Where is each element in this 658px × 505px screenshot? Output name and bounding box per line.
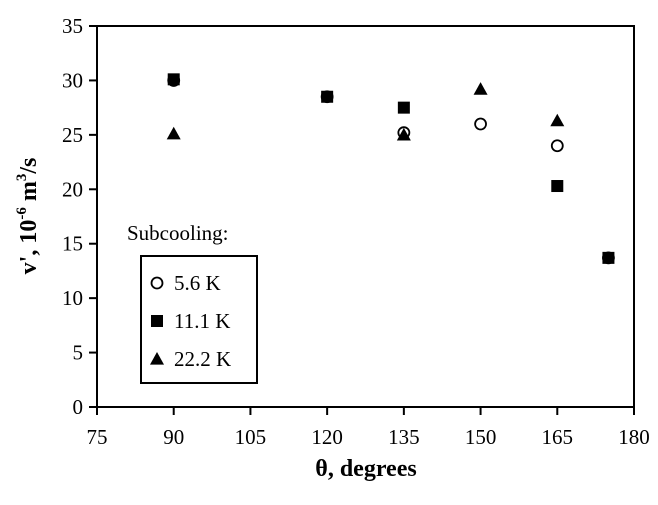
data-point [551, 180, 564, 193]
y-axis-title-exponent-2: 3 [14, 174, 30, 182]
series-2 [167, 73, 615, 264]
legend-title: Subcooling: [127, 221, 229, 245]
y-tick-label: 0 [73, 395, 84, 419]
x-tick-label: 165 [542, 425, 574, 449]
x-tick-label: 75 [87, 425, 108, 449]
x-tick-label: 180 [618, 425, 650, 449]
y-tick-label: 20 [62, 177, 83, 201]
data-point [550, 113, 565, 127]
y-tick-label: 10 [62, 286, 83, 310]
y-axis-title-tail: /s [16, 158, 42, 175]
data-marks [166, 73, 615, 265]
y-tick-label: 35 [62, 14, 83, 38]
y-tick-group: 0 5 10 15 20 25 30 35 [62, 14, 97, 419]
plot-frame [96, 25, 635, 408]
y-axis-title: v', 10-6 m3/s [14, 158, 42, 275]
y-tick-label: 30 [62, 68, 83, 92]
x-axis-title: θ, degrees [315, 456, 416, 482]
data-point [396, 127, 411, 141]
legend: 5.6 K 11.1 K 22.2 K [140, 255, 258, 384]
y-tick-label: 15 [62, 232, 83, 256]
series-3 [166, 82, 565, 141]
series-1 [167, 74, 615, 265]
legend-marker [151, 315, 163, 327]
y-tick-label: 25 [62, 123, 83, 147]
y-axis-title-unit: m [16, 181, 42, 207]
legend-marker [150, 352, 164, 365]
y-tick-label: 5 [73, 341, 84, 365]
x-tick-label: 120 [311, 425, 343, 449]
x-tick-label: 135 [388, 425, 420, 449]
data-point [602, 251, 615, 264]
chart-axes [96, 25, 635, 408]
data-point [166, 126, 181, 140]
y-axis-title-exponent-1: -6 [14, 207, 30, 220]
data-point [321, 90, 334, 103]
x-tick-group: 75 90 105 120 135 150 165 180 [87, 407, 650, 449]
data-point [474, 117, 487, 131]
legend-label: 22.2 K [174, 347, 231, 371]
x-tick-label: 90 [163, 425, 184, 449]
legend-marker [150, 276, 164, 290]
legend-label: 5.6 K [174, 271, 221, 295]
y-axis-title-main: v', 10 [16, 220, 42, 275]
data-point [550, 139, 564, 153]
legend-label: 11.1 K [174, 309, 230, 333]
x-tick-label: 150 [465, 425, 497, 449]
data-point [473, 82, 488, 95]
data-point [397, 101, 410, 114]
x-tick-label: 105 [235, 425, 267, 449]
data-point [167, 73, 180, 86]
